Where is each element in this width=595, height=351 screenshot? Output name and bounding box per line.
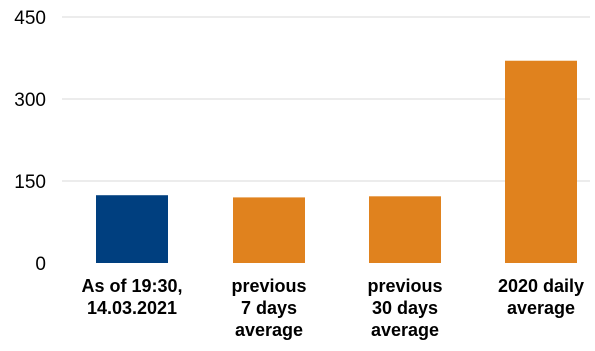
x-category-label-line: average [507,298,575,318]
x-category-label-line: 7 days [241,298,297,318]
y-axis-tick-labels: 0 150 300 450 [14,8,46,275]
x-category-label-line: average [371,320,439,340]
x-category-label-line: average [235,320,303,340]
x-category-label-line: As of 19:30, [81,276,182,296]
y-tick-label: 150 [14,172,46,193]
x-category-label-line: previous [231,276,306,296]
bar-3 [369,196,441,263]
x-category-label-1: As of 19:30, 14.03.2021 [81,276,182,318]
x-category-label-2: previous 7 days average [231,276,306,340]
y-tick-label: 0 [35,254,46,275]
x-category-label-line: previous [367,276,442,296]
gridlines [62,16,590,182]
x-category-label-line: 30 days [372,298,438,318]
x-category-label-line: 14.03.2021 [87,298,177,318]
x-category-label-4: 2020 daily average [498,276,584,318]
y-tick-label: 300 [14,90,46,111]
x-category-label-3: previous 30 days average [367,276,442,340]
x-category-label-line: 2020 daily [498,276,584,296]
y-tick-label: 450 [14,8,46,29]
bar-1 [96,195,168,263]
bar-2 [233,197,305,263]
bars [96,60,577,263]
bar-4 [505,60,577,263]
